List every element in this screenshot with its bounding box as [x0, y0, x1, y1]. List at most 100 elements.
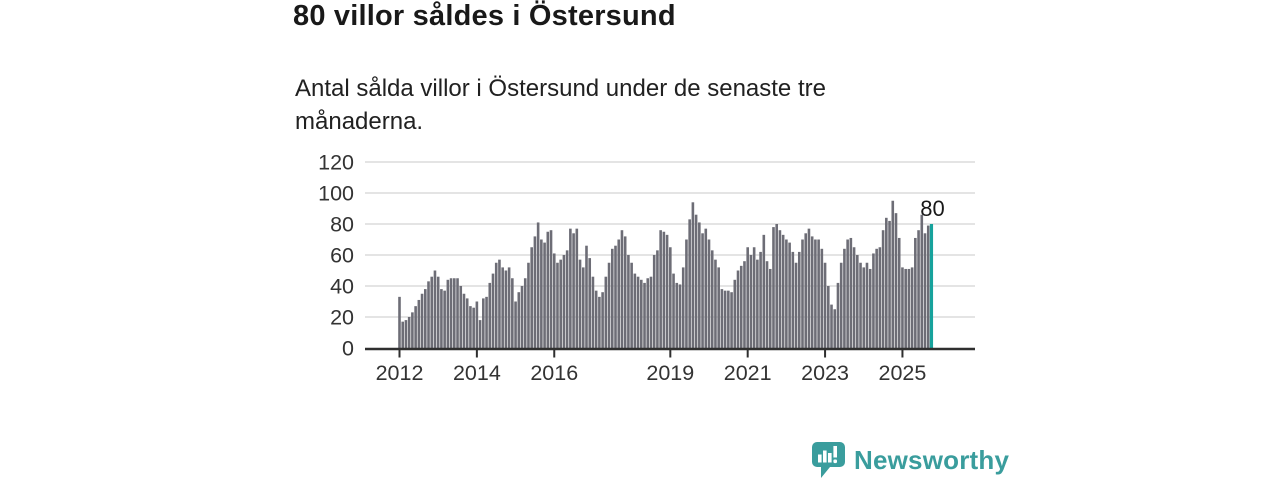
bar — [681, 267, 685, 348]
bar — [420, 293, 424, 348]
bar — [788, 242, 791, 348]
bar — [704, 228, 708, 348]
bar — [785, 239, 788, 348]
bar — [627, 255, 630, 348]
bar — [797, 251, 801, 348]
bar — [872, 253, 875, 348]
bar — [910, 267, 914, 348]
bar — [675, 282, 679, 348]
bar — [417, 299, 421, 348]
logo-exclamation-dot — [833, 459, 837, 464]
bar — [727, 290, 730, 348]
bar — [581, 267, 585, 348]
bar — [633, 273, 637, 348]
y-tick-label: 80 — [330, 213, 354, 237]
bar — [572, 233, 575, 348]
bar — [623, 236, 627, 348]
x-tick-label: 2019 — [646, 361, 694, 385]
bar — [462, 293, 466, 348]
bar — [498, 259, 501, 348]
y-tick-label: 100 — [318, 182, 354, 206]
x-tick-label: 2021 — [724, 361, 772, 385]
newsworthy-logo-text: Newsworthy — [854, 444, 1010, 475]
bar — [511, 278, 514, 348]
bar — [620, 230, 624, 348]
bar — [533, 236, 537, 348]
bar — [591, 276, 595, 348]
bar — [875, 248, 878, 348]
bar — [527, 262, 530, 348]
bar — [817, 239, 820, 348]
bar — [775, 224, 779, 348]
bar — [643, 282, 646, 348]
bar — [856, 255, 859, 348]
bar — [469, 306, 472, 348]
bar — [862, 267, 866, 348]
bar — [494, 262, 498, 348]
bar — [465, 298, 469, 348]
page-subtitle: Antal sålda villor i Östersund under de … — [295, 75, 826, 135]
bar — [459, 286, 463, 348]
bar — [456, 278, 459, 348]
bar — [407, 317, 411, 348]
bar — [672, 273, 675, 348]
bar — [839, 262, 843, 348]
bar — [904, 268, 907, 348]
x-tick-label: 2016 — [530, 361, 578, 385]
bar — [482, 298, 485, 348]
bar — [897, 237, 901, 348]
bar — [923, 233, 927, 348]
bar-chart: 0 20 40 60 80 100 120 2012 2014 2016 2019 2021 2023 2… — [300, 140, 990, 390]
bar — [411, 312, 414, 348]
bar — [565, 250, 569, 348]
y-tick-label: 40 — [330, 275, 354, 299]
y-tick-label: 60 — [330, 244, 354, 268]
bar — [485, 296, 488, 348]
bar — [849, 237, 853, 348]
x-tick-label: 2012 — [376, 361, 424, 385]
bar — [520, 286, 524, 348]
bar — [404, 320, 408, 348]
bar — [852, 247, 856, 348]
y-tick-label: 20 — [330, 306, 354, 330]
bar — [752, 247, 756, 348]
bar — [868, 268, 872, 348]
bar — [701, 233, 704, 348]
bar — [691, 202, 695, 348]
bar — [901, 267, 904, 348]
bar — [694, 214, 698, 348]
bar — [894, 213, 898, 348]
newsworthy-logo[interactable]: Newsworthy — [810, 441, 1009, 479]
bar — [488, 282, 492, 348]
x-tick-label: 2014 — [453, 361, 501, 385]
bar — [646, 278, 650, 348]
bar — [801, 239, 804, 348]
bar — [440, 289, 443, 348]
bar — [865, 262, 869, 348]
bar — [475, 301, 479, 348]
bar — [472, 307, 475, 348]
bar — [926, 225, 930, 348]
bar — [401, 321, 405, 348]
bar — [823, 262, 827, 348]
bar — [665, 234, 669, 348]
bar — [659, 230, 662, 348]
bar — [830, 304, 833, 348]
bar — [549, 230, 553, 348]
bar — [414, 306, 417, 348]
highlight-bar — [929, 224, 934, 348]
bar — [907, 268, 911, 348]
bar — [491, 273, 495, 348]
bar — [446, 279, 450, 348]
logo-bar-1 — [818, 454, 822, 463]
bar — [746, 247, 749, 348]
x-axis: 2012 2014 2016 2019 2021 2023 2025 — [365, 347, 975, 385]
bar — [743, 261, 746, 348]
bar — [678, 284, 682, 348]
bar — [720, 289, 724, 348]
bar — [607, 262, 611, 348]
bar — [652, 255, 656, 348]
bar — [833, 309, 837, 348]
